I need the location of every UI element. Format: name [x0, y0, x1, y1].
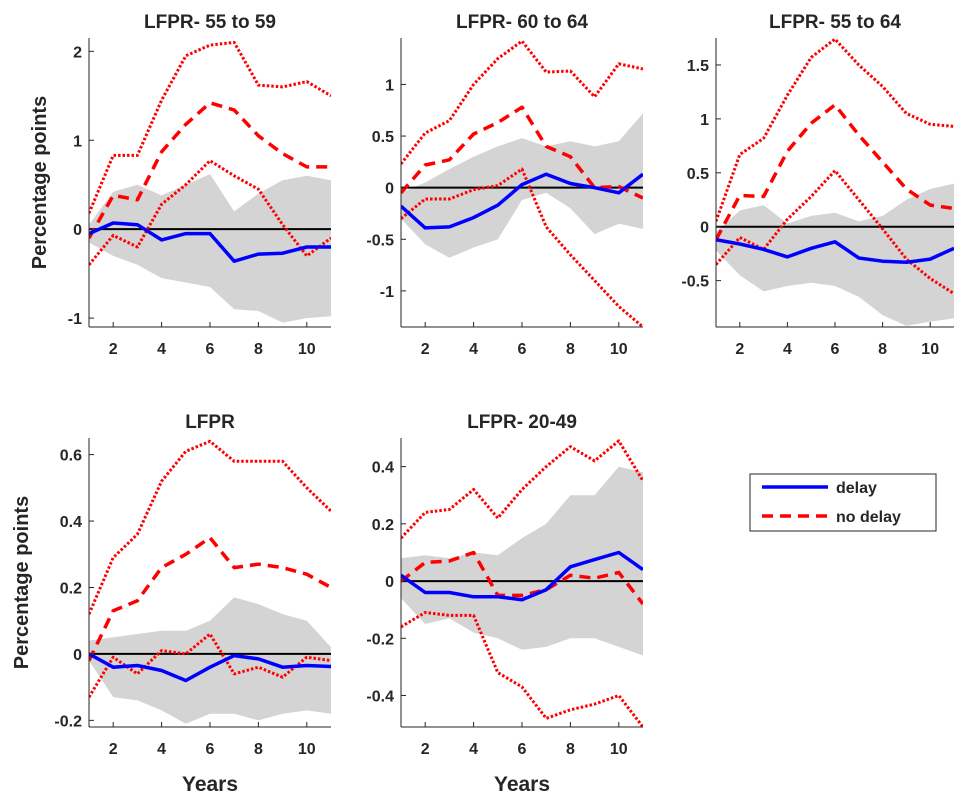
confidence-band [89, 174, 331, 323]
x-tick-label: 10 [610, 741, 628, 758]
legend-box [749, 473, 937, 532]
y-tick-label: 0 [700, 220, 709, 237]
x-tick-label: 4 [157, 741, 166, 758]
y-tick-label: -0.5 [366, 232, 394, 249]
y-tick-label: 0.5 [687, 166, 709, 183]
y-tick-label: -0.2 [366, 631, 394, 648]
y-tick-label: 0 [385, 574, 394, 591]
x-tick-label: 6 [518, 341, 527, 358]
x-tick-label: 4 [783, 341, 792, 358]
y-tick-label: 0 [73, 647, 82, 664]
y-tick-label: 0.5 [372, 129, 394, 146]
x-tick-label: 10 [921, 341, 939, 358]
x-tick-label: 2 [421, 741, 430, 758]
x-tick-label: 6 [206, 741, 215, 758]
series-line-no-delay [89, 535, 331, 662]
y-tick-label: -1 [380, 284, 394, 301]
legend-label-delay: delay [836, 480, 877, 497]
x-tick-label: 2 [109, 341, 118, 358]
y-tick-label: 0.4 [60, 514, 82, 531]
plot-area [401, 39, 643, 327]
chart-title: LFPR- 55 to 64 [769, 12, 901, 33]
series-line-delay [716, 237, 954, 265]
plot-area [716, 38, 954, 326]
series-line-no-delay [716, 103, 954, 241]
plot-area [89, 439, 331, 724]
y-tick-label: 0 [385, 181, 394, 198]
series-line-no-delay [89, 101, 331, 239]
confidence-band [89, 597, 331, 724]
panel-lfpr: 2 4 6 8 10 -0.2 0 0.2 0.4 0.6 LFPR Percentage point… [11, 412, 331, 796]
confidence-band [716, 183, 954, 326]
x-tick-label: 8 [566, 741, 575, 758]
y-tick-label: 2 [73, 44, 82, 61]
chart-title: LFPR- 55 to 59 [144, 12, 276, 33]
y-tick-label: -1 [68, 311, 82, 328]
lower-bound-line-no-delay [716, 169, 954, 295]
lower-bound-line-no-delay [401, 611, 643, 727]
legend-label-no-delay: no delay [836, 509, 901, 526]
y-tick-label: 0 [73, 222, 82, 239]
y-tick-label: 0.4 [372, 460, 394, 477]
x-tick-label: 4 [469, 741, 478, 758]
x-tick-label: 6 [518, 741, 527, 758]
x-tick-label: 8 [878, 341, 887, 358]
series-line-no-delay [401, 550, 643, 606]
x-tick-label: 4 [157, 341, 166, 358]
series-line-delay [89, 652, 331, 683]
x-tick-label: 6 [831, 341, 840, 358]
panel-lfpr-55-to-64: 2 4 6 8 10 -0.5 0 0.5 1 1.5 LFPR- 55 to 64 [681, 12, 954, 358]
upper-bound-line-no-delay [401, 439, 643, 540]
lower-bound-line-no-delay [401, 167, 643, 327]
y-tick-label: 1.5 [687, 58, 709, 75]
upper-bound-line-no-delay [89, 439, 331, 615]
x-tick-label: 8 [254, 741, 263, 758]
x-tick-label: 2 [109, 741, 118, 758]
x-tick-label: 10 [610, 341, 628, 358]
y-tick-label: 1 [73, 133, 82, 150]
plot-area [401, 439, 643, 727]
x-tick-label: 2 [735, 341, 744, 358]
y-axis-label: Percentage points [11, 496, 33, 669]
lower-bound-line-no-delay [89, 159, 331, 266]
chart-title: LFPR [185, 412, 235, 433]
chart-title: LFPR- 60 to 64 [456, 12, 588, 33]
series-line-no-delay [401, 105, 643, 200]
x-tick-label: 2 [421, 341, 430, 358]
panel-lfpr-55-to-59: 2 4 6 8 10 -1 0 1 2 LFPR- 55 to 59 Percentage poin… [29, 12, 331, 358]
y-tick-label: 1 [700, 112, 709, 129]
y-tick-label: 0.2 [60, 580, 82, 597]
upper-bound-line-no-delay [89, 40, 331, 214]
x-tick-label: 10 [298, 741, 316, 758]
y-tick-label: 0.6 [60, 448, 82, 465]
x-tick-label: 8 [566, 341, 575, 358]
x-axis-label: Years [494, 773, 550, 796]
x-tick-label: 8 [254, 341, 263, 358]
y-tick-label: -0.4 [366, 689, 394, 706]
y-tick-label: 1 [385, 77, 394, 94]
x-tick-label: 6 [206, 341, 215, 358]
confidence-band [401, 466, 643, 656]
chart-title: LFPR- 20-49 [467, 412, 577, 433]
x-tick-label: 10 [298, 341, 316, 358]
x-axis-label: Years [182, 773, 238, 796]
series-line-delay [401, 172, 643, 230]
y-tick-label: 0.2 [372, 517, 394, 534]
upper-bound-line-no-delay [716, 38, 954, 222]
series-line-delay [89, 221, 331, 263]
y-tick-label: -0.2 [54, 713, 82, 730]
legend: delay no delay [749, 473, 937, 532]
plot-area [89, 40, 331, 323]
panel-lfpr-60-to-64: 2 4 6 8 10 -1 -0.5 0 0.5 1 LFPR- 60 to 64 [366, 12, 643, 358]
y-axis-label: Percentage points [29, 96, 51, 269]
y-tick-label: -0.5 [681, 274, 709, 291]
panel-lfpr-20-49: 2 4 6 8 10 -0.4 -0.2 0 0.2 0.4 LFPR- 20-49 Years [366, 412, 643, 796]
series-line-delay [401, 550, 643, 602]
x-tick-label: 4 [469, 341, 478, 358]
